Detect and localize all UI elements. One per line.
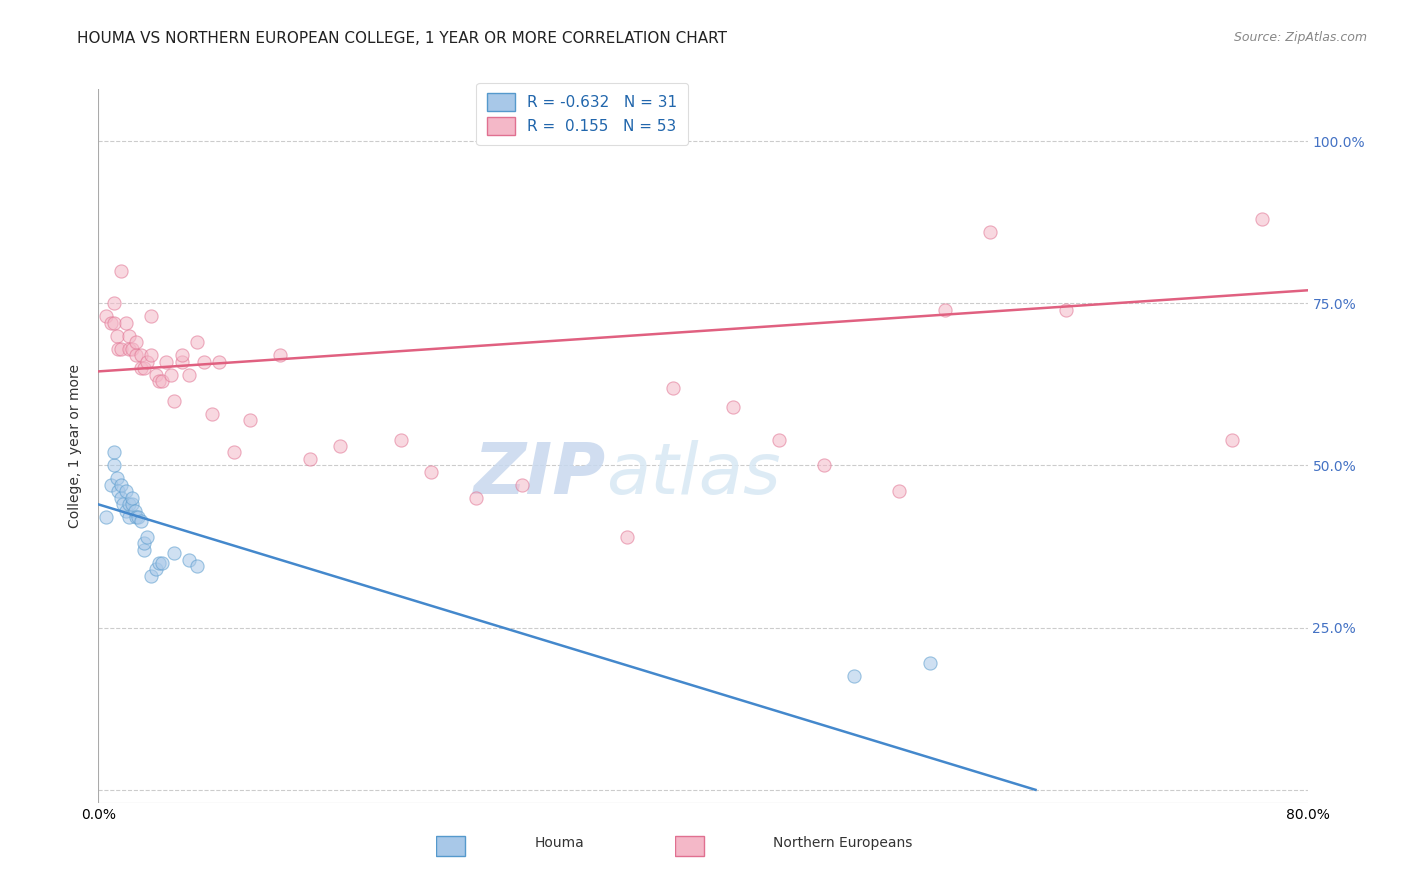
Text: ZIP: ZIP [474,440,606,509]
Point [661,381,683,395]
Point [208,354,231,368]
Point [420,465,443,479]
Point [141,348,163,362]
Point [105,328,128,343]
Point [155,354,177,368]
Point [239,413,262,427]
Point [110,342,132,356]
Point [141,310,163,324]
Point [103,445,125,459]
Point [465,491,488,505]
Point [148,374,170,388]
Point [118,342,141,356]
Point [135,354,157,368]
Text: Northern Europeans: Northern Europeans [773,836,912,850]
Point [179,368,201,382]
Point [616,530,638,544]
Point [129,514,152,528]
Point [105,471,128,485]
Point [150,374,173,388]
Point [100,478,122,492]
Point [94,510,117,524]
Point [107,484,129,499]
Point [107,342,129,356]
Point [132,542,155,557]
Point [132,536,155,550]
Point [94,310,117,324]
Point [148,556,170,570]
Point [110,478,132,492]
Point [118,328,141,343]
Text: Source: ZipAtlas.com: Source: ZipAtlas.com [1233,31,1367,45]
Point [768,433,790,447]
Point [389,433,412,447]
Point [299,452,322,467]
Text: HOUMA VS NORTHERN EUROPEAN COLLEGE, 1 YEAR OR MORE CORRELATION CHART: HOUMA VS NORTHERN EUROPEAN COLLEGE, 1 YE… [77,31,727,46]
Point [132,361,155,376]
Point [110,264,132,278]
Point [918,657,941,671]
Point [110,491,132,505]
Point [160,368,183,382]
Point [121,342,143,356]
Point [129,348,152,362]
Point [224,445,246,459]
Point [170,354,193,368]
Point [1220,433,1243,447]
Point [121,497,143,511]
Text: atlas: atlas [606,440,780,509]
Point [934,302,956,317]
Point [201,407,224,421]
Y-axis label: College, 1 year or more: College, 1 year or more [69,364,83,528]
Text: Houma: Houma [534,836,583,850]
Point [100,316,122,330]
Point [163,546,186,560]
Legend: R = -0.632   N = 31, R =  0.155   N = 53: R = -0.632 N = 31, R = 0.155 N = 53 [477,83,688,145]
Point [118,497,141,511]
Point [111,497,134,511]
Point [121,491,143,505]
Point [844,669,866,683]
Point [889,484,911,499]
Point [979,225,1001,239]
Point [170,348,193,362]
Point [129,361,152,376]
Point [114,504,136,518]
Point [135,530,157,544]
Point [114,484,136,499]
Point [1054,302,1077,317]
Point [813,458,835,473]
Point [163,393,186,408]
Point [125,348,148,362]
Point [103,458,125,473]
Point [103,296,125,310]
Point [510,478,533,492]
Point [723,400,745,414]
Point [125,335,148,350]
Point [150,556,173,570]
Bar [675,836,704,855]
Point [186,335,208,350]
Point [114,316,136,330]
Point [141,568,163,582]
Point [186,559,208,574]
Point [179,552,201,566]
Point [1251,211,1274,226]
Point [269,348,291,362]
Point [329,439,352,453]
Point [125,510,148,524]
Point [145,368,167,382]
Point [145,562,167,576]
Point [103,316,125,330]
Point [127,510,149,524]
Point [193,354,215,368]
Point [124,504,146,518]
Point [118,510,141,524]
Bar [436,836,465,855]
